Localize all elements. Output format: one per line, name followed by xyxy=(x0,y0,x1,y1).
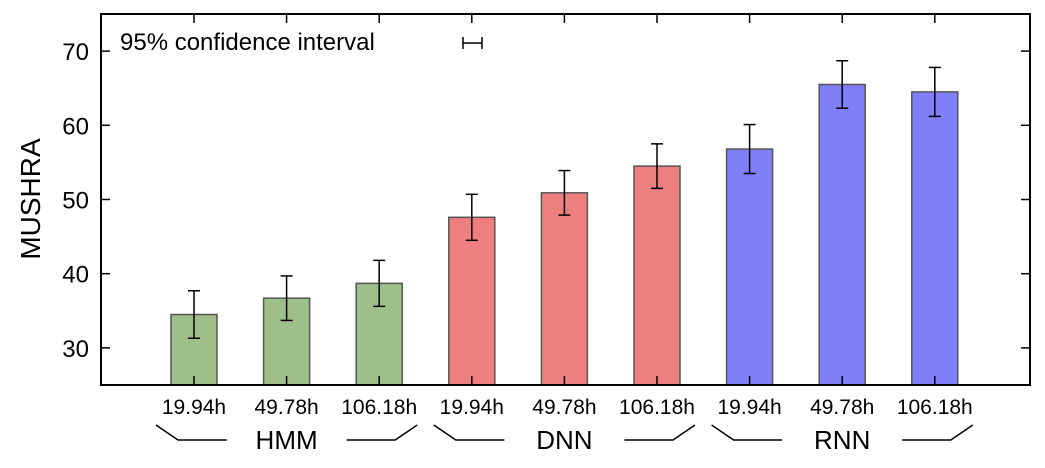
x-tick-label: 19.94h xyxy=(162,396,226,419)
group-bracket-right xyxy=(624,424,696,441)
x-tick-label: 49.78h xyxy=(254,396,318,419)
group-bracket-left xyxy=(711,424,783,441)
bar xyxy=(911,91,959,386)
bar xyxy=(725,148,774,386)
bar xyxy=(540,192,589,386)
group-brackets: HMM DNN RNN xyxy=(155,424,974,455)
y-tick-label: 60 xyxy=(62,113,89,140)
x-tick-label: 106.18h xyxy=(341,396,417,419)
legend: 95% confidence interval xyxy=(120,29,483,56)
x-tick-label: 49.78h xyxy=(532,396,596,419)
x-axis: 19.94h 49.78h 106.18h 19.94h 49.78h 106.18h 19… xyxy=(162,14,973,419)
group-label: HMM xyxy=(256,425,318,455)
y-tick-label: 40 xyxy=(62,262,89,289)
legend-errorbar-icon xyxy=(462,37,483,49)
y-axis-title: MUSHRA xyxy=(15,138,46,260)
x-tick-label: 19.94h xyxy=(440,396,504,419)
bar xyxy=(633,165,681,386)
y-tick-label: 30 xyxy=(62,336,89,363)
x-tick-label: 106.18h xyxy=(897,396,973,419)
x-tick-label: 106.18h xyxy=(619,396,695,419)
x-tick-label: 49.78h xyxy=(810,396,874,419)
bar xyxy=(448,216,496,386)
group-label: DNN xyxy=(536,425,592,455)
x-tick-label: 19.94h xyxy=(717,396,781,419)
y-tick-label: 50 xyxy=(62,188,89,215)
group-label: RNN xyxy=(814,425,870,455)
group-bracket-right xyxy=(902,424,974,441)
bar xyxy=(818,83,866,386)
group-bracket-left xyxy=(433,424,505,441)
y-tick-label: 70 xyxy=(62,39,89,66)
bars-layer xyxy=(170,59,959,386)
y-axis: 30 40 50 60 70 xyxy=(62,39,1030,363)
group-bracket-left xyxy=(155,424,227,441)
legend-label: 95% confidence interval xyxy=(120,29,375,56)
group-bracket-right xyxy=(346,424,418,441)
